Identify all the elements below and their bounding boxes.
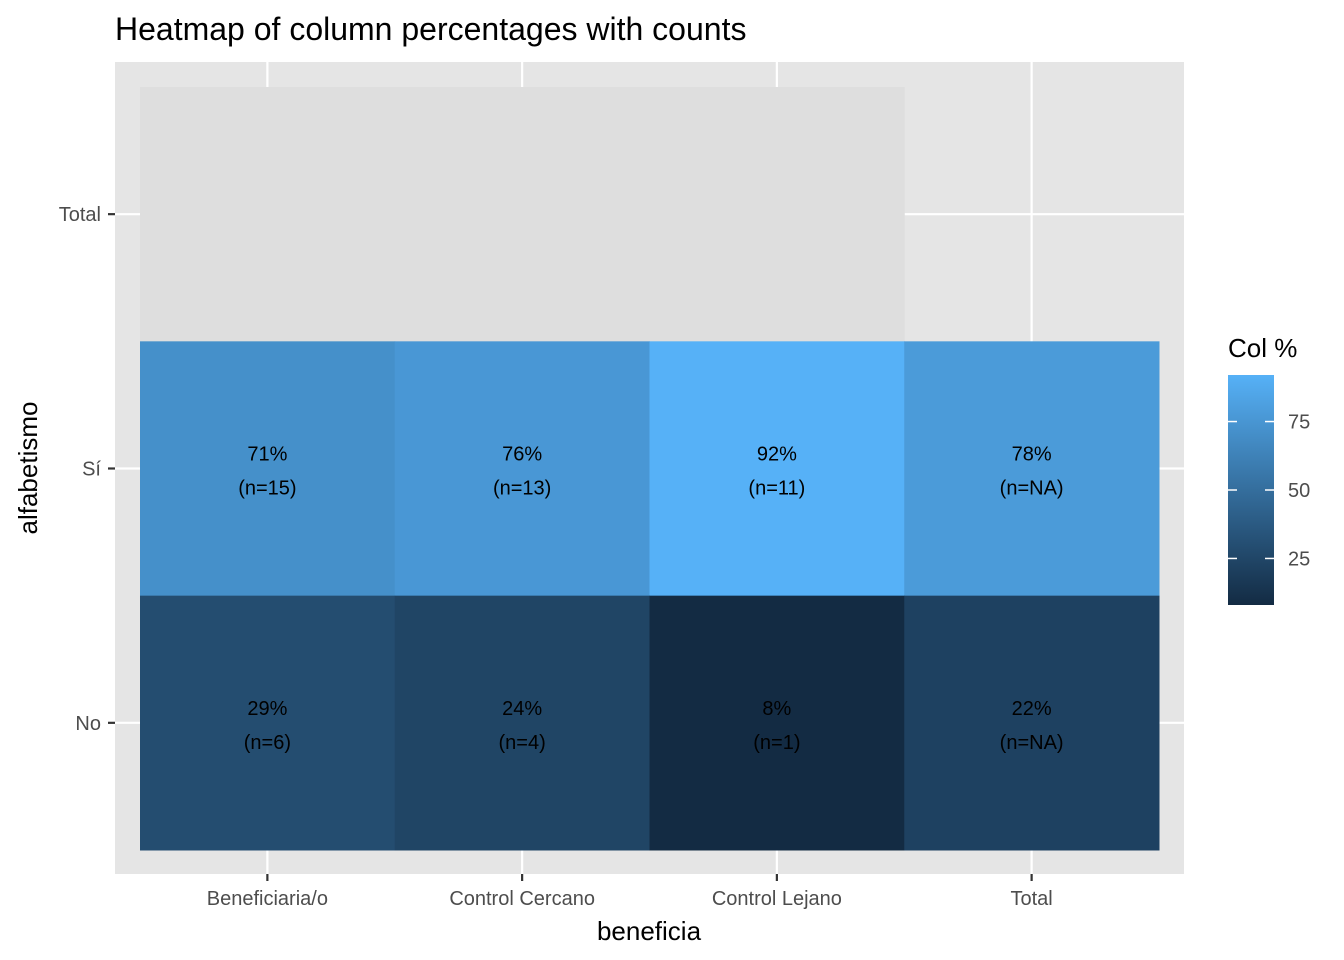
legend-tick-label: 75 — [1288, 412, 1310, 434]
y-axis-title: alfabetismo — [13, 402, 43, 535]
cell-count-label: (n=4) — [499, 732, 546, 754]
x-tick-label: Control Lejano — [712, 888, 842, 910]
y-tick-label: Sí — [82, 458, 101, 480]
y-axis: No Sí Total — [59, 204, 115, 735]
x-tick-label: Beneficiaria/o — [207, 888, 328, 910]
x-tick-label: Total — [1011, 888, 1053, 910]
color-legend: Col % 25 50 75 — [1228, 333, 1310, 605]
heatmap-cell — [394, 595, 650, 851]
cell-pct-label: 71% — [247, 443, 287, 465]
heatmap-cell — [649, 595, 905, 851]
heatmap-cell — [904, 595, 1160, 851]
heatmap-cell — [904, 341, 1160, 597]
heatmap-cell — [394, 341, 650, 597]
heatmap-cell — [140, 341, 396, 597]
cell-count-label: (n=1) — [753, 732, 800, 754]
chart-title: Heatmap of column percentages with count… — [115, 11, 746, 47]
heatmap-cell — [394, 87, 650, 342]
legend-tick-label: 25 — [1288, 548, 1310, 570]
y-tick-label: No — [75, 713, 101, 735]
x-tick-label: Control Cercano — [449, 888, 595, 910]
cell-count-label: (n=6) — [244, 732, 291, 754]
cell-pct-label: 29% — [247, 698, 287, 720]
x-axis-title: beneficia — [597, 916, 702, 946]
cell-pct-label: 92% — [757, 443, 797, 465]
cell-count-label: (n=11) — [748, 477, 805, 499]
legend-tick-label: 50 — [1288, 480, 1310, 502]
heatmap-cell — [649, 87, 905, 342]
heatmap-cells — [140, 87, 1160, 851]
cell-pct-label: 78% — [1012, 443, 1052, 465]
heatmap-cell — [140, 595, 396, 851]
cell-pct-label: 24% — [502, 698, 542, 720]
cell-labels: 71% (n=15) 76% (n=13) 92% (n=11) 78% (n=NA) 29% (… — [238, 443, 1063, 753]
cell-pct-label: 76% — [502, 443, 542, 465]
cell-count-label: (n=13) — [493, 477, 551, 499]
cell-pct-label: 22% — [1012, 698, 1052, 720]
y-tick-label: Total — [59, 204, 101, 226]
cell-count-label: (n=15) — [238, 477, 296, 499]
cell-count-label: (n=NA) — [1000, 477, 1064, 499]
x-axis: Beneficiaria/o Control Cercano Control Lej… — [207, 874, 1053, 910]
cell-pct-label: 8% — [762, 698, 791, 720]
heatmap-cell — [649, 341, 905, 597]
legend-title: Col % — [1228, 333, 1297, 363]
heatmap-cell — [140, 87, 396, 342]
cell-count-label: (n=NA) — [1000, 732, 1064, 754]
